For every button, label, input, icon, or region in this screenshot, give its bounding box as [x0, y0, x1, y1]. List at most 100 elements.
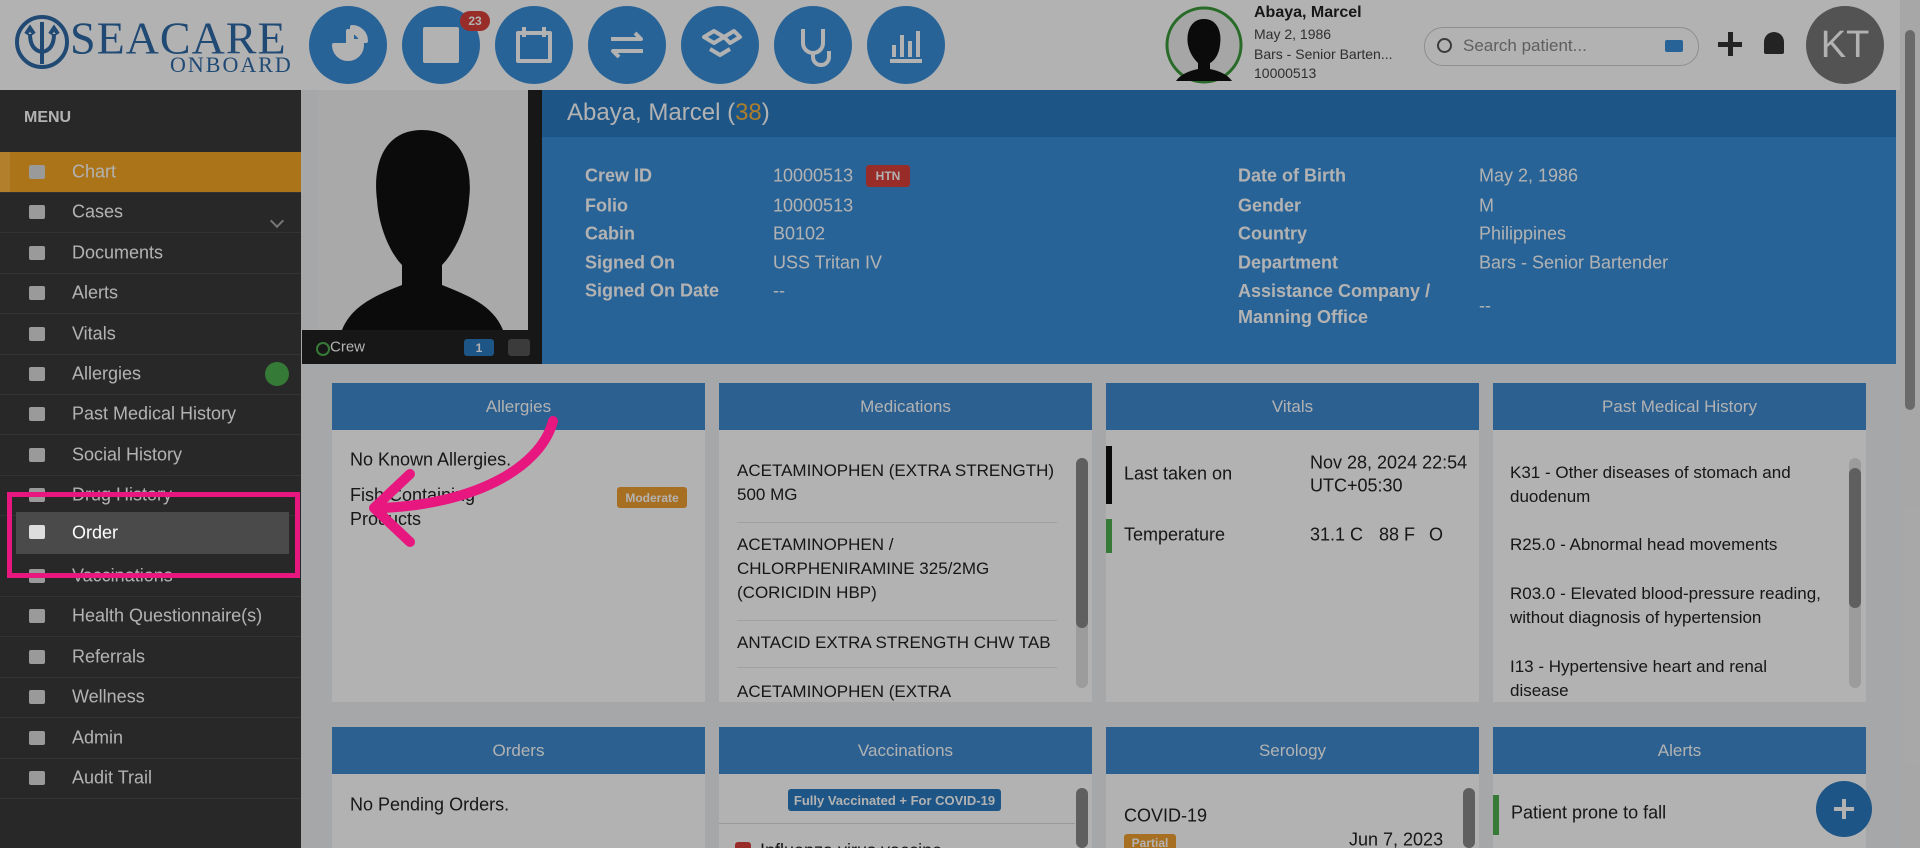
field-value: B0102	[773, 223, 826, 244]
nav-icon[interactable]	[680, 5, 760, 85]
menu-item[interactable]: Past Medical History	[0, 394, 301, 436]
photo-edge	[528, 90, 542, 330]
menu-label: Wellness	[72, 686, 145, 707]
nav-icon[interactable]	[866, 5, 946, 85]
menu-label: Health Questionnaire(s)	[72, 605, 263, 626]
vaccination-item: Influenza virus vaccine	[760, 841, 942, 848]
panel-header: Vaccinations	[719, 727, 1092, 774]
top-bar: SEACARE ONBOARD 23 Abaya, Marcel May 2, 1986…	[0, 0, 1920, 90]
search-box[interactable]: Search patient...	[1424, 27, 1699, 66]
panel-body	[1493, 430, 1866, 702]
menu-item[interactable]: Vitals	[0, 314, 301, 355]
menu-item[interactable]: Cases	[0, 192, 301, 234]
menu-icon	[29, 525, 45, 539]
menu-item[interactable]: Health Questionnaire(s)	[0, 596, 301, 638]
menu-item[interactable]: Allergies	[0, 354, 301, 395]
menu-title: MENU	[24, 109, 72, 126]
menu-label: Order	[72, 522, 119, 542]
scrollbar	[1900, 0, 1920, 848]
menu-label: Admin	[72, 727, 124, 748]
field-label: Signed On	[585, 252, 675, 273]
add-button-v[interactable]	[1728, 32, 1733, 56]
menu-item[interactable]: Wellness	[0, 677, 301, 719]
patient-avatar[interactable]	[1164, 5, 1244, 85]
check-icon	[265, 362, 289, 386]
nav-icon[interactable]	[308, 5, 388, 85]
panel-header: Alerts	[1493, 727, 1866, 774]
field-label: Cabin	[585, 223, 636, 244]
menu-label: Cases	[72, 201, 124, 222]
active-stripe	[0, 152, 10, 192]
medication-item: ACETAMINOPHEN (EXTRA	[737, 682, 952, 701]
patient-id: 10000513	[1254, 65, 1317, 81]
card-icon	[1665, 40, 1683, 52]
status-dot	[316, 342, 330, 356]
add-fab[interactable]	[1816, 781, 1872, 837]
nav-icon[interactable]	[773, 5, 853, 85]
menu-icon	[29, 367, 45, 381]
menu-item[interactable]: Order	[16, 512, 289, 554]
panel-header: Vitals	[1106, 383, 1479, 430]
field-label: Gender	[1238, 195, 1302, 216]
vitals-label: Last taken on	[1124, 463, 1233, 484]
fab-v	[1842, 799, 1846, 819]
menu-item[interactable]: Chart	[0, 152, 301, 193]
patient-department: Bars - Senior Barten...	[1254, 46, 1393, 62]
notifications-bell[interactable]	[1764, 32, 1784, 54]
user-avatar[interactable]: KT	[1806, 6, 1884, 84]
menu-label: Alerts	[72, 282, 119, 303]
patient-dob: May 2, 1986	[1254, 26, 1332, 42]
menu-label: Past Medical History	[72, 403, 237, 424]
field-value: Philippines	[1479, 223, 1567, 244]
menu-label: Referrals	[72, 646, 146, 667]
orders-none: No Pending Orders.	[350, 794, 510, 815]
menu-icon	[29, 609, 45, 624]
vaccine-icon	[735, 842, 751, 848]
menu-item[interactable]: Documents	[0, 233, 301, 274]
menu-icon	[29, 286, 45, 301]
separator	[737, 522, 1057, 523]
notification-badge: 23	[460, 11, 490, 31]
menu-label: Social History	[72, 444, 183, 465]
history-item: I13 - Hypertensive heart and renal disea…	[1510, 657, 1768, 700]
separator	[737, 620, 1057, 621]
nav-icon[interactable]	[587, 5, 667, 85]
profile-body	[542, 137, 1896, 364]
temperature-c: 31.1 C	[1310, 524, 1364, 545]
photo-bar	[302, 330, 542, 364]
menu-item[interactable]: Audit Trail	[0, 758, 301, 799]
serology-date: Jun 7, 2023	[1349, 829, 1444, 848]
serology-test: COVID-19	[1124, 805, 1208, 826]
vitals-timezone: UTC+05:30	[1310, 475, 1403, 496]
scrollbar	[1076, 788, 1088, 848]
menu-label: Allergies	[72, 363, 142, 384]
separator	[719, 823, 1075, 824]
menu-item[interactable]: Alerts	[0, 273, 301, 315]
menu-label: Audit Trail	[72, 767, 153, 788]
menu-icon	[29, 730, 45, 745]
temperature-f: 88 F	[1379, 524, 1416, 545]
photo-label: Crew	[330, 338, 366, 356]
menu-item[interactable]: Referrals	[0, 637, 301, 678]
medication-item: ACETAMINOPHEN / CHLORPHENIRAMINE 325/2MG…	[737, 535, 990, 602]
scroll-thumb	[1463, 788, 1475, 848]
avatar-silhouette	[342, 130, 503, 330]
vaccination-badge: Fully Vaccinated + For COVID-19	[788, 789, 1001, 811]
scroll-thumb	[1849, 468, 1861, 608]
status-bar	[1493, 795, 1499, 835]
field-label: Signed On Date	[585, 280, 720, 301]
panel-header: Serology	[1106, 727, 1479, 774]
status-bar	[1106, 519, 1112, 553]
panel-body	[719, 774, 1092, 848]
menu-label: Documents	[72, 242, 164, 263]
history-item: R25.0 - Abnormal head movements	[1510, 535, 1778, 554]
menu-item[interactable]: Social History	[0, 435, 301, 476]
scroll-thumb	[1076, 458, 1088, 628]
panel-header: Past Medical History	[1493, 383, 1866, 430]
logo-sub: ONBOARD	[170, 52, 293, 77]
menu-item[interactable]: Admin	[0, 718, 301, 759]
nav-icon[interactable]	[494, 5, 574, 85]
medication-item: ACETAMINOPHEN (EXTRA STRENGTH) 500 MG	[737, 461, 1055, 504]
